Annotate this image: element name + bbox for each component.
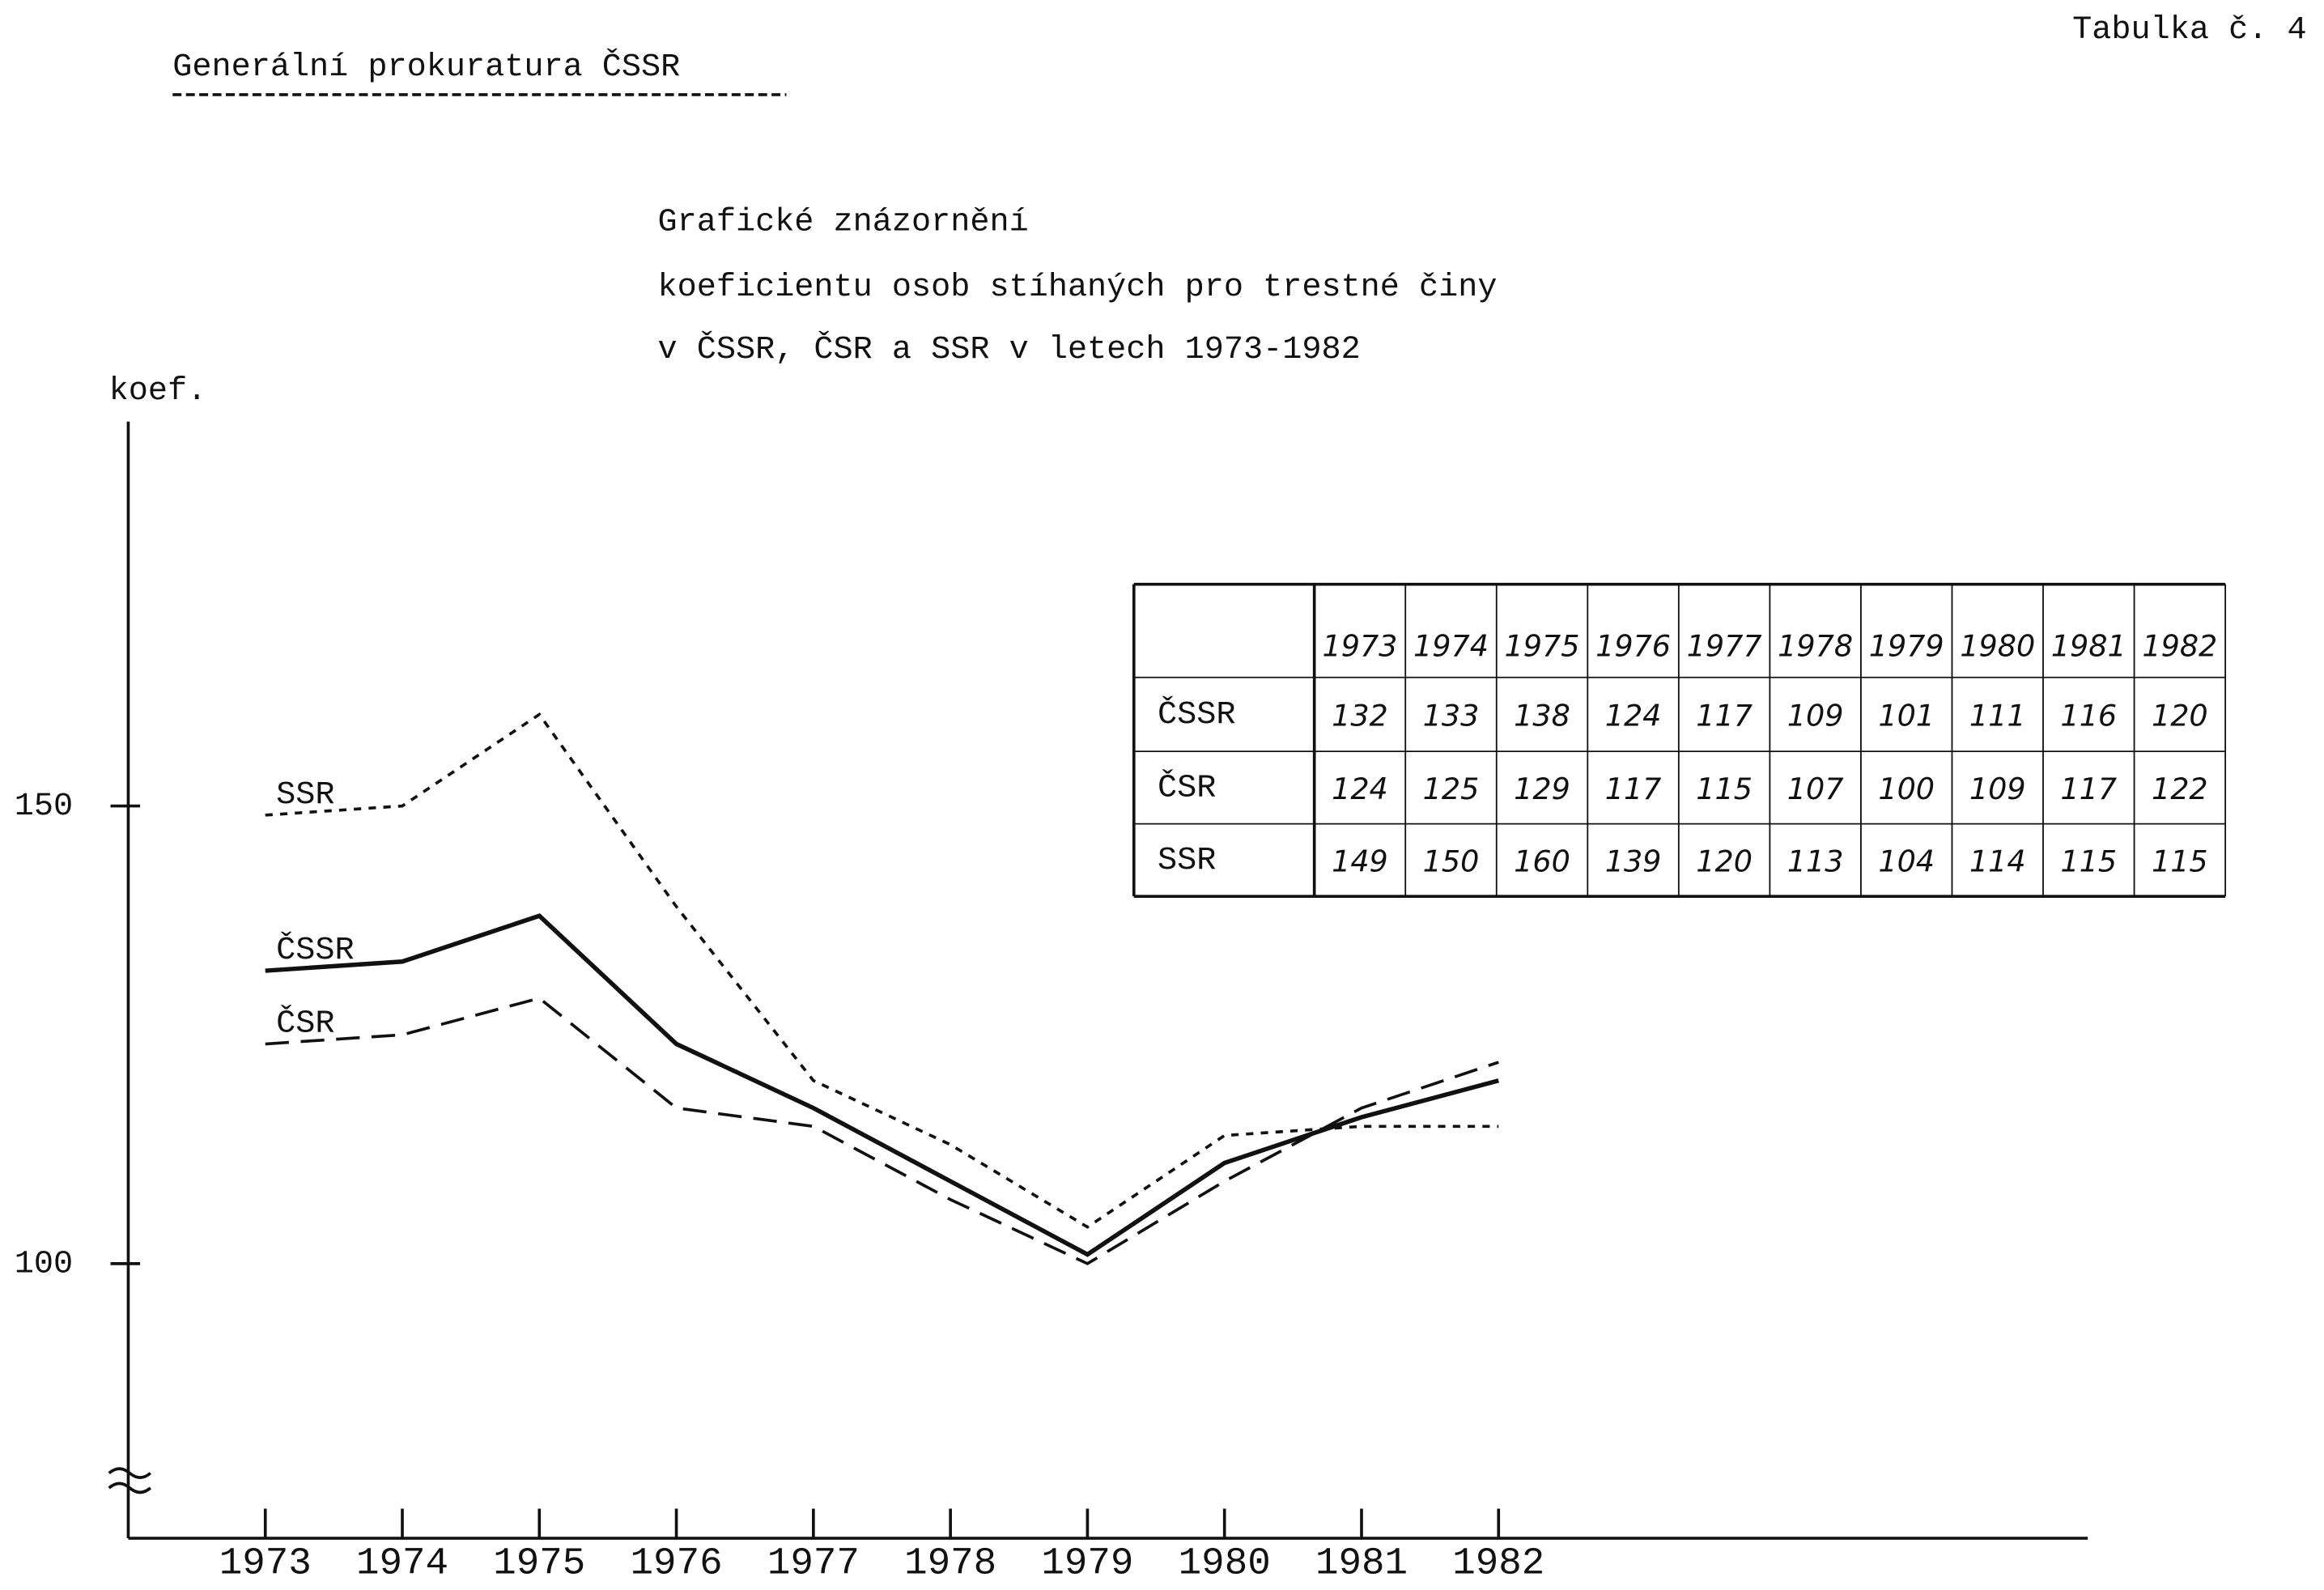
table-value: 125 xyxy=(1423,772,1480,806)
y-tick-label: 150 xyxy=(15,789,73,825)
table-row-label: ČSR xyxy=(1158,767,1216,806)
table-label: Tabulka č. 4 xyxy=(2072,12,2306,49)
table-value: 124 xyxy=(1605,699,1662,733)
table-value: 109 xyxy=(1787,699,1844,733)
table-value: 113 xyxy=(1787,844,1844,879)
table-year: 1982 xyxy=(2142,629,2217,664)
table-value: 114 xyxy=(1969,844,2026,879)
chart-title: Grafické znázornění xyxy=(658,205,1029,241)
table-year: 1978 xyxy=(1778,629,1853,664)
series-label: ČSR xyxy=(276,1004,334,1043)
table-year: 1975 xyxy=(1505,629,1580,664)
x-tick-label: 1982 xyxy=(1452,1542,1544,1586)
table-value: 138 xyxy=(1514,699,1570,733)
x-tick-label: 1979 xyxy=(1041,1542,1133,1586)
table-year: 1977 xyxy=(1687,629,1762,664)
x-tick-label: 1977 xyxy=(767,1542,860,1586)
x-tick-label: 1973 xyxy=(219,1542,312,1586)
table-year: 1974 xyxy=(1413,629,1489,664)
x-tick-label: 1981 xyxy=(1315,1542,1408,1586)
table-value: 120 xyxy=(1696,844,1753,879)
table-value: 122 xyxy=(2152,772,2208,806)
chart-title: v ČSSR, ČSR a SSR v letech 1973-1982 xyxy=(658,329,1361,368)
x-tick-label: 1976 xyxy=(631,1542,723,1586)
table-value: 100 xyxy=(1878,772,1935,806)
x-tick-label: 1978 xyxy=(904,1542,996,1586)
series-label: SSR xyxy=(276,777,334,814)
chart-title: koeficientu osob stíhaných pro trestné č… xyxy=(658,270,1498,306)
table-value: 150 xyxy=(1423,844,1480,879)
axis-break xyxy=(108,1467,152,1494)
table-value: 107 xyxy=(1787,772,1844,806)
table-value: 111 xyxy=(1969,699,2026,733)
table-value: 115 xyxy=(2060,844,2117,879)
x-tick-label: 1975 xyxy=(493,1542,585,1586)
x-tick-label: 1980 xyxy=(1179,1542,1271,1586)
table-year: 1976 xyxy=(1595,629,1671,664)
table-year: 1981 xyxy=(2051,629,2126,664)
table-value: 117 xyxy=(1605,772,1662,806)
table-value: 104 xyxy=(1878,844,1935,879)
line xyxy=(265,996,1499,1265)
series-label: ČSSR xyxy=(276,930,354,969)
table-value: 139 xyxy=(1605,844,1662,879)
table-value: 109 xyxy=(1969,772,2026,806)
table-row-label: ČSSR xyxy=(1158,695,1235,733)
table-value: 129 xyxy=(1514,772,1570,806)
table-value: 101 xyxy=(1878,699,1935,733)
table-year: 1973 xyxy=(1322,629,1397,664)
organization: Generální prokuratura ČSSR xyxy=(172,47,680,86)
table-value: 116 xyxy=(2060,699,2117,733)
table-year: 1979 xyxy=(1869,629,1944,664)
table-value: 132 xyxy=(1332,699,1388,733)
table-value: 124 xyxy=(1332,772,1388,806)
table-row-label: SSR xyxy=(1158,843,1216,879)
table-value: 160 xyxy=(1514,844,1570,879)
table-value: 149 xyxy=(1332,844,1388,879)
table-value: 115 xyxy=(1696,772,1753,806)
line xyxy=(265,913,1499,1257)
table-value: 133 xyxy=(1423,699,1480,733)
table-value: 115 xyxy=(2152,844,2208,879)
table-year: 1980 xyxy=(1960,629,2035,664)
y-axis-label: koef. xyxy=(109,373,207,410)
table-value: 117 xyxy=(2060,772,2117,806)
line xyxy=(265,712,1499,1229)
table-value: 120 xyxy=(2152,699,2208,733)
y-tick-label: 100 xyxy=(15,1246,73,1282)
x-tick-label: 1974 xyxy=(356,1542,448,1586)
table-value: 117 xyxy=(1696,699,1753,733)
